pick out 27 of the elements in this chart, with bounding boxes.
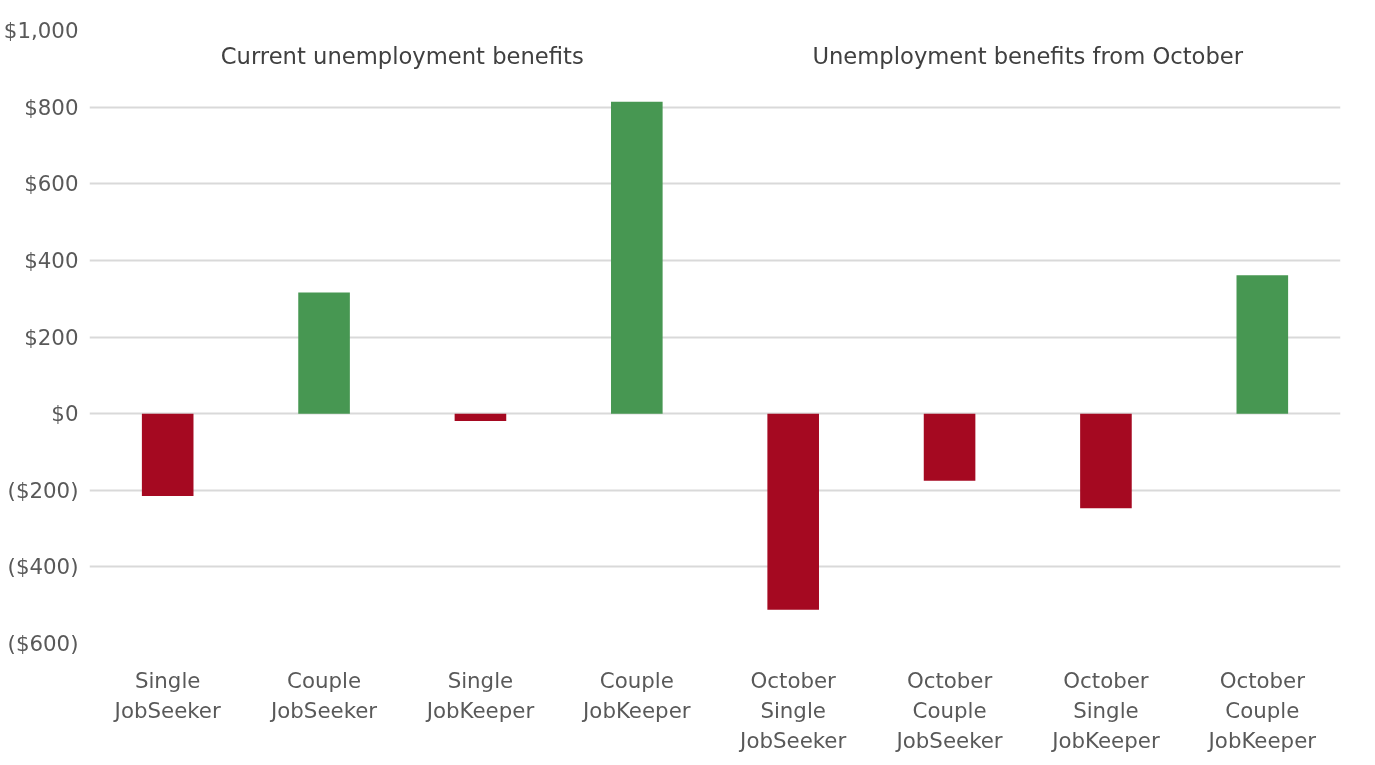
x-tick-label: October Couple JobSeeker	[894, 667, 1003, 753]
x-tick-label: Single JobSeeker	[112, 667, 221, 723]
bar	[454, 413, 507, 421]
annotation: Unemployment benefits from October	[812, 42, 1244, 69]
x-tick-label: October Couple JobKeeper	[1206, 667, 1317, 753]
x-tick-label: October Single JobKeeper	[1050, 667, 1160, 753]
y-tick-label: $600	[24, 171, 79, 197]
x-tick-label: October Single JobSeeker	[738, 667, 847, 753]
y-tick-label: $400	[24, 247, 79, 273]
bar	[298, 292, 350, 414]
bar	[767, 413, 819, 610]
bar	[141, 413, 194, 496]
y-tick-label: ($600)	[7, 631, 79, 656]
annotation: Current unemployment benefits	[220, 42, 584, 69]
y-tick-label: $1,000	[3, 18, 79, 43]
y-tick-label: ($400)	[7, 554, 79, 580]
x-tick-label: Couple JobSeeker	[268, 667, 378, 723]
bar	[611, 101, 663, 414]
x-tick-label: Single JobKeeper	[424, 667, 535, 723]
y-tick-label: $0	[51, 401, 79, 427]
bar	[923, 413, 976, 481]
x-tick-label: Couple JobKeeper	[581, 667, 691, 723]
bar	[1236, 275, 1289, 414]
y-tick-label: $200	[24, 324, 79, 350]
y-tick-label: $800	[24, 94, 79, 120]
bar	[1080, 413, 1132, 509]
y-tick-label: ($200)	[7, 477, 79, 503]
